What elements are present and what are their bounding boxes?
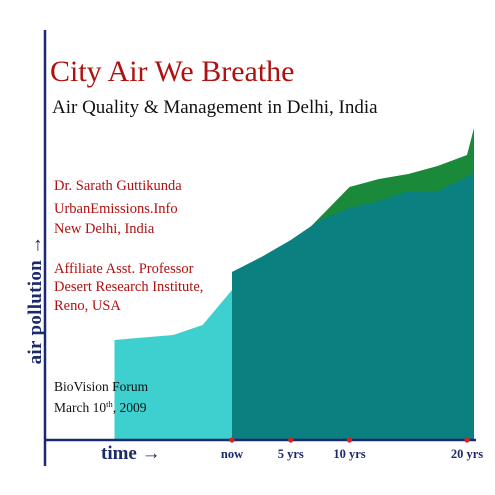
- affiliation-location: Reno, USA: [54, 298, 121, 314]
- author-location: New Delhi, India: [54, 221, 155, 237]
- author-name: Dr. Sarath Guttikunda: [54, 178, 182, 194]
- y-axis-label-text: air pollution →: [25, 235, 46, 365]
- x-tick-label: 10 yrs: [333, 447, 365, 461]
- x-tick-marker: [346, 437, 353, 443]
- event-date-suffix: th: [106, 399, 113, 409]
- x-tick-marker: [229, 437, 235, 443]
- affiliation-institute: Desert Research Institute,: [54, 279, 204, 295]
- affiliation-role: Affiliate Asst. Professor: [54, 261, 194, 277]
- event-date: March 10th, 2009: [54, 398, 146, 417]
- event-date-prefix: March 10: [54, 400, 107, 415]
- series-past-area: [114, 290, 232, 440]
- slide-subtitle: Air Quality & Management in Delhi, India: [52, 97, 378, 118]
- slide-title: City Air We Breathe: [50, 55, 295, 88]
- x-tick-label: now: [221, 447, 243, 461]
- x-axis-label: time →: [101, 443, 161, 464]
- x-tick-label: 5 yrs: [278, 447, 304, 461]
- x-tick-marker: [288, 437, 294, 443]
- event-name: BioVision Forum: [54, 379, 149, 394]
- event-date-year: , 2009: [112, 400, 147, 415]
- x-tick-marker: [464, 437, 470, 443]
- x-tick-label: 20 yrs: [451, 447, 483, 461]
- author-org: UrbanEmissions.Info: [54, 201, 178, 217]
- series-future-area: [232, 172, 474, 440]
